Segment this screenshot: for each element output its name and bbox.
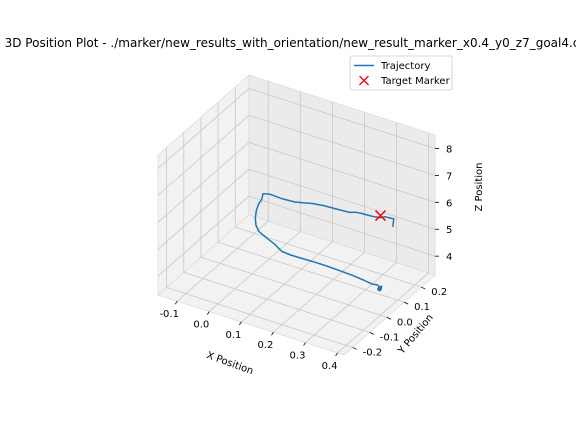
y-tick-label: -0.2 xyxy=(363,348,383,359)
x-tick-mark xyxy=(303,342,306,346)
y-tick-label: 0.1 xyxy=(414,302,430,313)
tick-labels: -0.10.00.10.20.30.4-0.2-0.10.00.10.24567… xyxy=(159,145,452,372)
legend-target-x-icon xyxy=(359,75,369,86)
z-tick-label: 7 xyxy=(446,171,452,182)
y-tick-label: 0.2 xyxy=(431,287,447,298)
y-tick-mark xyxy=(386,316,392,320)
z-tick-label: 5 xyxy=(446,225,452,236)
trajectory-start-cluster xyxy=(377,286,382,292)
z-grid-line xyxy=(248,168,436,230)
y-tick-mark xyxy=(369,332,374,335)
x-tick-label: -0.1 xyxy=(159,309,179,320)
y-grid-line xyxy=(217,241,405,303)
y-tick-label: 0.0 xyxy=(397,317,413,328)
z-grid-line xyxy=(248,88,436,149)
x-tick-mark xyxy=(206,311,210,315)
x-grid-line xyxy=(305,262,397,343)
z-grid-line xyxy=(248,115,436,176)
x-tick-label: 0.1 xyxy=(225,330,241,341)
z-grid-line xyxy=(248,195,436,257)
x-tick-mark xyxy=(335,352,338,357)
y-tick-label: -0.1 xyxy=(380,332,400,343)
y-grid-line xyxy=(200,256,388,318)
legend-target-label: Target Marker xyxy=(380,76,451,87)
z-axis-label: Z Position xyxy=(474,163,485,212)
x-tick-mark xyxy=(174,300,178,305)
x-grid-line xyxy=(209,231,301,312)
x-tick-label: 0.4 xyxy=(322,361,338,372)
grid-lines xyxy=(157,81,436,354)
z-grid-line xyxy=(248,141,436,203)
chart-title: 3D Position Plot - ./marker/new_results_… xyxy=(5,36,576,50)
legend-frame xyxy=(349,55,453,91)
x-tick-mark xyxy=(239,321,242,326)
legend: Trajectory Target Marker xyxy=(349,55,453,91)
z-grid-line xyxy=(157,88,250,169)
z-tick-label: 4 xyxy=(446,252,452,263)
axes-panes xyxy=(157,74,436,356)
z-grid-line xyxy=(157,168,250,250)
z-tick-label: 6 xyxy=(446,198,452,209)
y-grid-line xyxy=(166,287,353,348)
y-tick-mark xyxy=(352,347,357,350)
x-tick-mark xyxy=(271,332,274,336)
x-tick-label: 0.0 xyxy=(193,320,209,331)
data-series xyxy=(254,193,395,292)
z-tick-label: 8 xyxy=(446,145,452,156)
y-grid-line xyxy=(183,271,370,333)
y-tick-mark xyxy=(403,301,409,305)
target-marker-point xyxy=(374,210,387,222)
z-grid-line xyxy=(157,195,250,277)
x-grid-line xyxy=(176,220,269,302)
x-tick-label: 0.2 xyxy=(257,340,273,351)
legend-trajectory-label: Trajectory xyxy=(380,61,430,72)
x-grid-line xyxy=(273,251,365,333)
x-grid-line xyxy=(337,272,429,354)
trajectory-line xyxy=(254,193,395,290)
back-wall-pane xyxy=(248,74,436,276)
x-axis-label: X Position xyxy=(205,350,255,377)
y-tick-mark xyxy=(421,286,426,290)
x-grid-line xyxy=(241,241,333,323)
x-tick-label: 0.3 xyxy=(290,351,306,362)
z-grid-line xyxy=(157,142,250,223)
z-grid-line xyxy=(157,115,250,196)
